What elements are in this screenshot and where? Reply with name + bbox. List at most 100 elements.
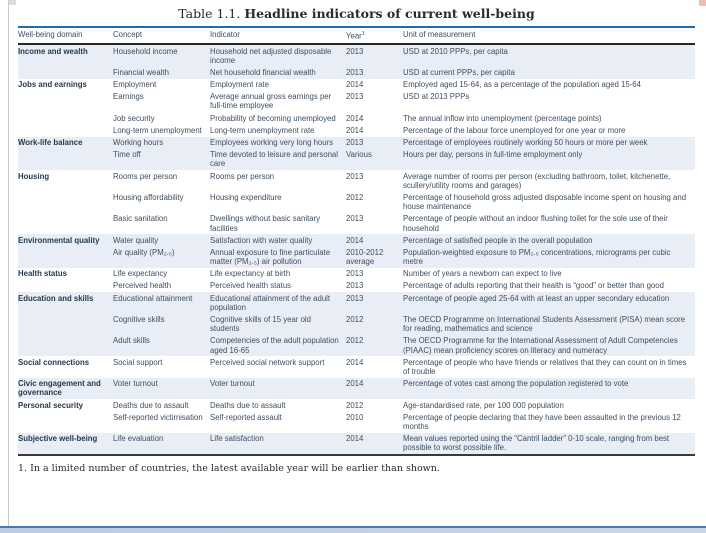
table-row: Environmental quality Water quality Satisf… [18,234,695,268]
year-cell: 2013 [346,92,364,102]
unit-cell: The annual inflow into unemployment (per… [403,113,602,123]
concept-cell: Rooms per person [113,171,178,181]
indicator-cell: Life expectancy at birth [210,269,291,279]
top-right-fragment [699,0,706,6]
table-row: Education and skills Educational attainme… [18,292,695,357]
unit-cell: Mean values reported using the “Cantril … [403,432,695,455]
well-being-indicators-table: Well-being domain Concept Indicator Year… [18,26,695,456]
year-cell: 2014 [346,113,364,123]
table-row: Jobs and earnings Employment Employment ra… [18,79,695,91]
table-row: Air quality (PM₂.₅) Annual exposure to fi… [18,246,695,268]
year-cell: 2014 [346,125,364,135]
bottom-window-edge [0,526,706,533]
domain-cell: Health status [18,269,67,279]
indicator-cell: Rooms per person [210,171,275,181]
table-row: Self-reported victimisation Self-reported… [18,411,695,432]
indicator-cell: Dwellings without basic sanitary facilit… [210,214,321,233]
year-cell: 2012 [346,400,364,410]
table-row: Subjective well-being Life evaluation Life… [18,432,695,455]
concept-cell: Perceived health [113,281,172,291]
indicator-cell: Self-reported assault [210,412,282,422]
unit-cell: Age-standardised rate, per 100 000 popul… [403,400,564,410]
year-cell: 2012 [346,334,403,357]
indicator-cell: Time devoted to leisure and personal car… [210,148,346,171]
table-row: Housing Rooms per person Rooms per person 2… [18,170,695,191]
concept-cell: Social support [113,357,163,367]
unit-cell: Percentage of people without an indoor f… [403,214,668,233]
concept-cell: Cognitive skills [113,313,210,335]
table-row: Personal security Deaths due to assault De… [18,399,695,411]
unit-cell: Population-weighted exposure to PM₂.₅ co… [403,246,695,268]
table-row: Housing affordability Housing expenditure… [18,191,695,212]
year-cell: 2014 [346,80,364,90]
col-header-indicator: Indicator [210,27,346,46]
indicator-cell: Deaths due to assault [210,400,286,410]
table-row: Earnings Average annual gross earnings pe… [18,91,695,112]
unit-cell: Percentage of people declaring that they… [403,412,681,431]
concept-cell: Working hours [113,136,210,149]
year-cell: 2014 [346,234,403,247]
table-row: Health status Life expectancy Life expecta… [18,268,695,280]
indicator-cell: Employees working very long hours [210,136,346,149]
concept-cell: Household income [113,44,210,67]
indicator-cell: Long-term unemployment rate [210,125,315,135]
unit-cell: Percentage of satisfied people in the ov… [403,234,695,247]
page-left-edge-line [8,0,9,533]
indicator-cell: Employment rate [210,80,269,90]
unit-cell: Percentage of employees routinely workin… [403,136,695,149]
header-row: Well-being domain Concept Indicator Year… [18,27,695,46]
year-cell: Various [346,148,403,171]
concept-cell: Long-term unemployment [113,125,202,135]
unit-cell: USD at 2010 PPPs, per capita [403,44,695,67]
year-cell: 2013 [346,269,364,279]
year-cell: 2014 [346,432,403,455]
indicator-cell: Net household financial wealth [210,66,346,79]
table-title: Table 1.1. Headline indicators of curren… [18,6,695,21]
table-row: Basic sanitation Dwellings without basic … [18,213,695,234]
table-row: Work-life balance Working hours Employees … [18,136,695,171]
indicator-cell: Perceived social network support [210,357,325,367]
table-row: Civic engagement and governance Voter tur… [18,377,695,400]
table-number-label: Table 1.1. [178,6,241,21]
concept-cell: Deaths due to assault [113,400,189,410]
table-row: Cognitive skills Cognitive skills of 15 y… [18,313,695,335]
indicator-cell: Competencies of the adult population age… [210,334,346,357]
domain-cell: Jobs and earnings [18,80,87,90]
page-corner-fragment [9,0,16,5]
unit-cell: Percentage of adults reporting that thei… [403,281,664,291]
indicator-cell: Cognitive skills of 15 year old students [210,313,346,335]
concept-cell: Adult skills [113,334,210,357]
indicator-cell: Satisfaction with water quality [210,234,346,247]
col-header-year: Year1 [346,27,403,46]
table-area: Well-being domain Concept Indicator Year… [18,26,695,474]
concept-cell: Financial wealth [113,66,210,79]
unit-cell: Employed aged 15-64, as a percentage of … [403,80,641,90]
unit-cell: USD at 2013 PPPs [403,92,470,102]
year-cell: 2014 [346,377,403,400]
concept-cell: Housing affordability [113,192,184,202]
table-title-text: Headline indicators of current well-bein… [244,6,535,21]
concept-cell: Educational attainment [113,292,210,314]
domain-cell: Income and wealth [18,44,113,79]
table-row: Social connections Social support Perceive… [18,356,695,377]
concept-cell: Voter turnout [113,377,210,400]
concept-cell: Life expectancy [113,269,168,279]
footnote: 1. In a limited number of countries, the… [18,462,440,474]
concept-cell: Time off [113,148,210,171]
domain-cell: Personal security [18,400,84,410]
indicator-cell: Life satisfaction [210,432,346,455]
concept-cell: Water quality [113,234,210,247]
table-row: Perceived health Perceived health status 2… [18,280,695,292]
year-cell: 2012 [346,313,403,335]
indicator-cell: Educational attainment of the adult popu… [210,292,346,314]
concept-cell: Life evaluation [113,432,210,455]
table-row: Adult skills Competencies of the adult po… [18,334,695,357]
year-cell: 2013 [346,281,364,291]
year-cell: 2012 [346,192,364,202]
indicator-cell: Annual exposure to fine particulate matt… [210,246,346,268]
table-row: Financial wealth Net household financial … [18,66,695,79]
year-cell: 2014 [346,357,364,367]
table-row: Job security Probability of becoming unem… [18,112,695,124]
table-header: Well-being domain Concept Indicator Year… [18,27,695,46]
concept-cell: Employment [113,80,157,90]
